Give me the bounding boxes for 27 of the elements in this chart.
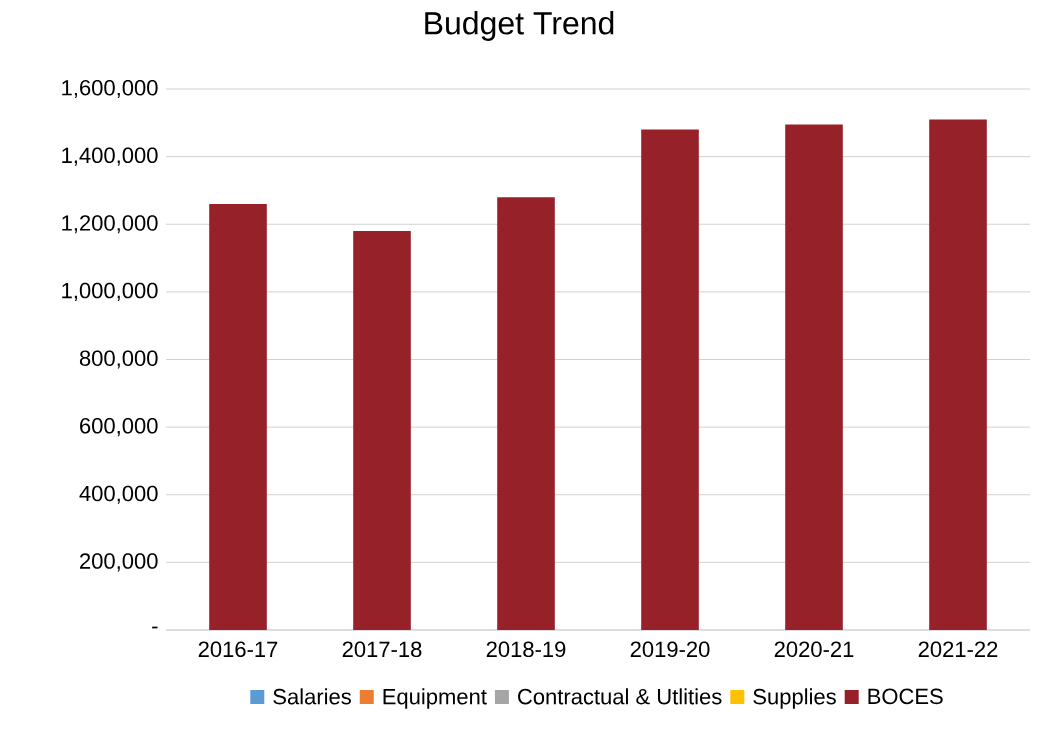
legend-label: BOCES: [868, 688, 943, 705]
bar: [353, 231, 411, 630]
x-tick-label: 2021-22: [918, 641, 998, 658]
legend-label: Equipment: [383, 688, 487, 709]
y-tick-label: 200,000: [80, 553, 158, 572]
x-tick-label: 2017-18: [342, 641, 422, 658]
y-tick-label: 1,600,000: [62, 79, 158, 99]
bar: [497, 197, 555, 630]
y-tick-label: 1,200,000: [62, 215, 158, 234]
y-tick-label: 800,000: [79, 350, 158, 369]
y-tick-label: 1,400,000: [62, 147, 158, 166]
legend-label: Supplies: [753, 688, 836, 709]
bar: [785, 124, 843, 630]
x-tick-label: 2019-20: [630, 641, 710, 658]
y-tick-label: 400,000: [79, 485, 158, 504]
bar: [209, 203, 267, 630]
y-tick-label: 600,000: [80, 418, 158, 437]
y-tick-label: 1,000,000: [62, 282, 158, 301]
x-tick-label: 2020-21: [774, 641, 854, 658]
bar: [929, 119, 987, 630]
x-tick-label: 2018-19: [486, 641, 566, 658]
legend-label: Salaries: [273, 688, 351, 705]
bar: [641, 129, 699, 630]
chart-title: Budget Trend: [425, 11, 614, 41]
legend-label: Contractual & Utlities: [518, 688, 722, 705]
x-tick-label: 2016-17: [198, 641, 278, 658]
y-tick-label: -: [152, 626, 158, 629]
